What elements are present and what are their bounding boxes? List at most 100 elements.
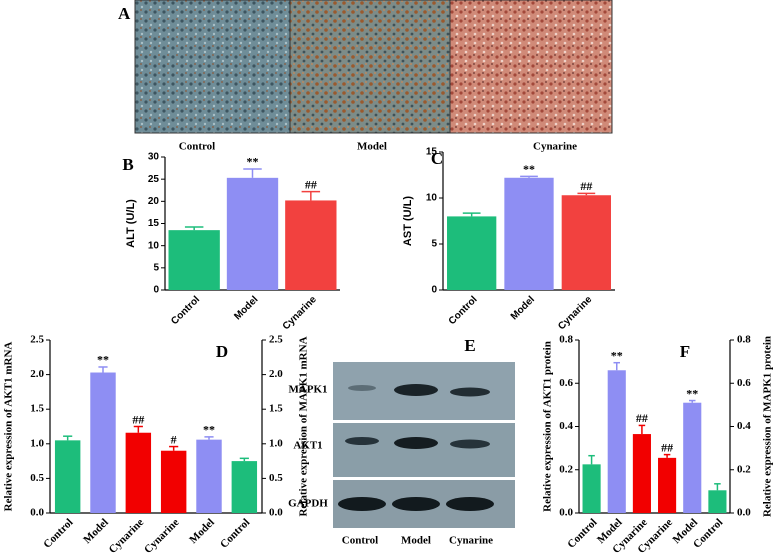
y2-axis-label: Relative expression of MAPK1 protein (762, 336, 774, 517)
image-panel: A Control Model Cynarine (118, 0, 613, 153)
blot-panel: E MAPK1 AKT1 GAPDH Control Model Cynarin… (288, 336, 515, 547)
bar (683, 402, 702, 513)
lane-label: Cynarine (449, 535, 493, 547)
band (392, 497, 440, 511)
row-label: GAPDH (288, 498, 328, 510)
y-tick-label: 25 (148, 174, 160, 185)
x-tick-label: Cynarine (281, 294, 319, 332)
bar (90, 372, 116, 513)
y-tick-label: 5 (431, 239, 437, 250)
x-tick-label: Model (81, 516, 111, 546)
significance-label: ** (97, 353, 109, 367)
lane-label: Model (401, 535, 431, 547)
significance-label: ** (686, 386, 698, 400)
bar (708, 490, 727, 513)
blot-strip (333, 423, 515, 477)
y-tick-label: 5 (153, 262, 159, 273)
y-tick-label: 1.5 (30, 403, 44, 415)
x-tick-label: Cynarine (142, 516, 182, 556)
band (450, 439, 490, 449)
panel-label: B (122, 155, 133, 174)
x-tick-label: Model (187, 516, 217, 546)
y2-tick-label: 1.5 (269, 403, 283, 415)
y-tick-label: 0.8 (559, 334, 573, 346)
row-label: MAPK1 (288, 384, 327, 396)
band (345, 437, 379, 445)
caption: Control (179, 141, 215, 153)
x-tick-label: Control (218, 516, 252, 550)
y-axis-label: Relative expression of AKT1 mRNA (3, 342, 15, 512)
bar (658, 457, 677, 513)
panel-label: A (118, 4, 131, 23)
band (450, 387, 490, 397)
micrograph (449, 0, 613, 134)
bar (168, 230, 220, 290)
y-tick-label: 10 (148, 240, 160, 251)
bar (231, 461, 258, 513)
x-tick-label: Control (565, 516, 599, 550)
band (338, 497, 386, 511)
panel-label: C (431, 149, 443, 168)
y-tick-label: 1.0 (30, 437, 44, 449)
caption: Cynarine (533, 141, 577, 153)
y-tick-label: 15 (148, 218, 160, 229)
panel-label: E (464, 336, 475, 355)
y-tick-label: 0.4 (559, 420, 573, 432)
y-tick-label: 0.6 (559, 377, 573, 389)
y2-tick-label: 0.0 (269, 507, 283, 519)
band (394, 384, 438, 396)
band (348, 385, 376, 391)
y2-tick-label: 2.5 (269, 334, 283, 346)
x-tick-label: Cynarine (556, 294, 594, 332)
x-tick-label: Model (232, 294, 260, 322)
y2-tick-label: 0.6 (737, 377, 751, 389)
y-tick-label: 0.2 (559, 463, 573, 475)
bar (447, 216, 497, 290)
y-tick-label: 0.0 (30, 507, 44, 519)
y-tick-label: 20 (148, 196, 160, 207)
lane-label: Control (342, 535, 378, 547)
bar (196, 439, 222, 513)
y2-tick-label: 1.0 (269, 437, 283, 449)
y2-tick-label: 0.5 (269, 472, 283, 484)
x-tick-label: Control (169, 294, 202, 327)
y-tick-label: 0.0 (559, 507, 573, 519)
significance-label: ** (247, 155, 259, 169)
significance-label: ** (203, 423, 215, 437)
y-tick-label: 0 (431, 285, 437, 296)
significance-label: ## (661, 440, 673, 454)
y2-tick-label: 0.2 (737, 463, 751, 475)
x-tick-label: Model (509, 294, 537, 322)
micrograph (134, 0, 291, 134)
bar (125, 432, 152, 513)
bar (160, 450, 187, 513)
significance-label: # (171, 432, 177, 446)
row-label: AKT1 (293, 440, 322, 452)
x-tick-label: Cynarine (107, 516, 147, 556)
significance-label: ** (611, 348, 623, 362)
y-tick-label: 10 (426, 193, 438, 204)
y-axis-label: AST (U/L) (402, 196, 414, 246)
y-tick-label: 0.5 (30, 472, 44, 484)
significance-label: ## (132, 412, 144, 426)
bar (504, 177, 554, 290)
bar (285, 200, 337, 290)
y2-tick-label: 0.0 (737, 507, 751, 519)
x-tick-label: Control (447, 294, 480, 327)
y2-axis-label: Relative expression of MAPK1 mRNA (298, 336, 310, 516)
panel-label: D (216, 342, 228, 361)
y-tick-label: 2.5 (30, 334, 44, 346)
significance-label: ## (636, 411, 648, 425)
band (394, 437, 438, 449)
micrograph (289, 0, 451, 134)
caption: Model (357, 141, 387, 153)
y-tick-label: 15 (426, 147, 438, 158)
y2-tick-label: 0.8 (737, 334, 751, 346)
bar (54, 440, 81, 513)
y-tick-label: 0 (153, 285, 159, 296)
y2-tick-label: 2.0 (269, 368, 283, 380)
x-tick-label: Control (41, 516, 75, 550)
bar (226, 177, 279, 290)
band (446, 497, 494, 511)
